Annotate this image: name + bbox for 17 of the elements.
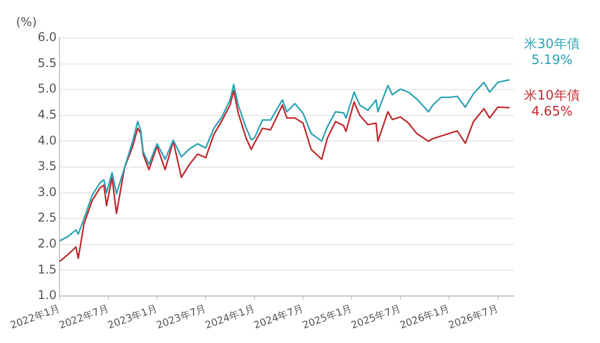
y-tick-label: 5.5 xyxy=(38,56,57,70)
x-tick-label: 2026年7月 xyxy=(446,302,500,332)
y-tick-label: 3.5 xyxy=(38,159,57,174)
y-tick-label: 4.5 xyxy=(38,108,57,122)
y-tick-label: 2.0 xyxy=(38,236,57,251)
text: 4.65% xyxy=(531,104,573,120)
y-tick-label: 1.0 xyxy=(38,288,57,302)
text: 米30年債 xyxy=(524,36,580,52)
y-tick-label: 2.5 xyxy=(38,210,57,225)
y-tick-label: 1.5 xyxy=(38,262,57,276)
y-tick-label: 5.0 xyxy=(38,82,57,96)
text: 5.19% xyxy=(531,52,573,68)
y-tick-label: 3.0 xyxy=(38,184,57,199)
y-axis-title: (%) xyxy=(16,15,37,29)
series-label: 米10年債 xyxy=(524,88,580,104)
y-tick-label: 6.0 xyxy=(38,30,57,44)
y-tick-label: 4.0 xyxy=(38,133,57,148)
